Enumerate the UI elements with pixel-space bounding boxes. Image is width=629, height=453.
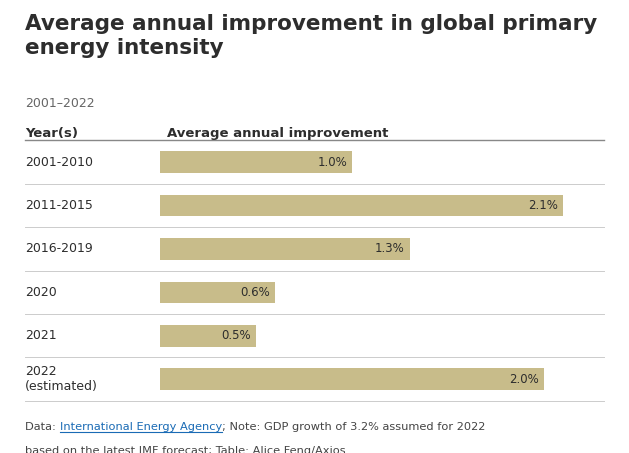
Text: Average annual improvement: Average annual improvement [167,127,388,140]
Text: Average annual improvement in global primary
energy intensity: Average annual improvement in global pri… [25,14,598,58]
Text: International Energy Agency: International Energy Agency [60,422,222,432]
Text: 2.1%: 2.1% [528,199,558,212]
Text: 2020: 2020 [25,286,57,299]
Bar [160,195,563,217]
Text: 0.5%: 0.5% [221,329,251,342]
Text: 2022
(estimated): 2022 (estimated) [25,365,98,393]
Text: ; Note: GDP growth of 3.2% assumed for 2022: ; Note: GDP growth of 3.2% assumed for 2… [222,422,486,432]
Bar [160,325,256,347]
Bar [160,281,276,303]
Text: based on the latest IMF forecast; Table: Alice Feng/Axios: based on the latest IMF forecast; Table:… [25,446,346,453]
Text: 1.3%: 1.3% [375,242,404,255]
Text: 0.6%: 0.6% [241,286,270,299]
Text: 1.0%: 1.0% [317,156,347,169]
Text: Year(s): Year(s) [25,127,78,140]
Text: 2016-2019: 2016-2019 [25,242,93,255]
Bar [160,238,409,260]
Text: 2001–2022: 2001–2022 [25,97,95,111]
Text: 2011-2015: 2011-2015 [25,199,93,212]
Text: Data:: Data: [25,422,60,432]
Bar [160,368,544,390]
Text: 2001-2010: 2001-2010 [25,156,93,169]
Bar [160,151,352,173]
Text: 2021: 2021 [25,329,57,342]
Text: 2.0%: 2.0% [509,373,539,386]
